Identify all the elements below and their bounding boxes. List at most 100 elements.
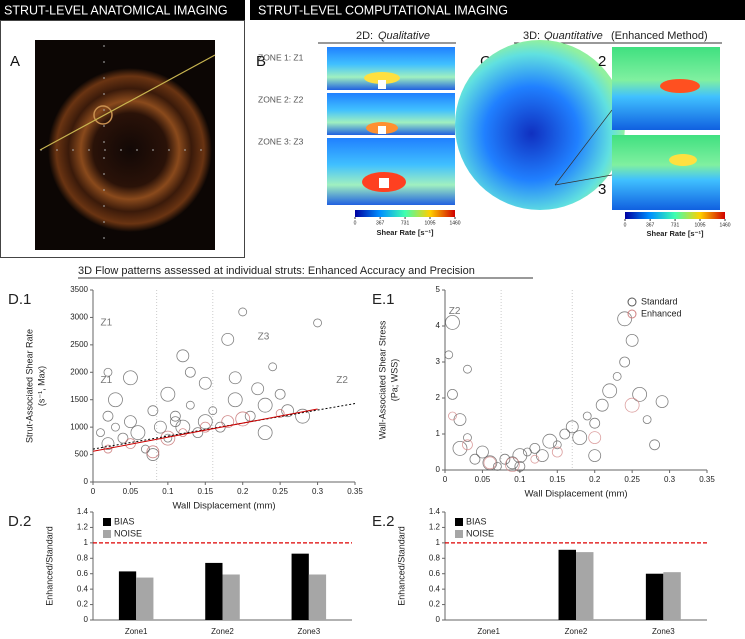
colorbar-tick-label: 731 (401, 220, 410, 226)
legend-label: Enhanced (641, 308, 682, 318)
legend-swatch (455, 518, 463, 526)
y-tick-label: 1.2 (77, 523, 89, 532)
annotation: Z2 (336, 375, 348, 386)
legend-marker (627, 297, 637, 307)
x-tick-label: 0.35 (347, 487, 363, 496)
y-tick-label: 3500 (70, 285, 88, 294)
point (535, 449, 549, 463)
x-tick-label: 0.15 (549, 475, 565, 484)
stent-model (455, 40, 625, 210)
strut (378, 126, 386, 134)
y-tick-label: 1000 (70, 422, 88, 431)
point (275, 409, 285, 418)
x-tick-label: Zone3 (297, 627, 320, 636)
bar (558, 549, 576, 620)
panel-title: 3D: (523, 30, 540, 42)
point (452, 440, 468, 456)
point (504, 457, 520, 473)
colorbar-tick-label: 1460 (449, 220, 460, 226)
annotation: Z1 (100, 318, 112, 329)
legend-swatch (103, 518, 111, 526)
point (257, 425, 273, 441)
strut (379, 178, 389, 188)
point (595, 398, 609, 412)
point (313, 318, 322, 328)
y-tick-label: 1 (436, 429, 441, 438)
point (530, 454, 540, 464)
y-tick-label: 2500 (70, 340, 88, 349)
point (588, 449, 602, 463)
x-tick-label: Zone2 (211, 627, 234, 636)
point (617, 311, 633, 327)
colorbar (355, 210, 455, 217)
strut (378, 80, 386, 89)
point (588, 431, 602, 445)
point (221, 332, 235, 346)
point (572, 430, 588, 446)
y-tick-label: 0 (436, 465, 441, 474)
x-tick-label: 0.1 (514, 475, 526, 484)
point (251, 382, 265, 396)
point (96, 428, 105, 438)
zone-label: ZONE 1: Z1 (258, 52, 304, 62)
x-axis-label: Wall Displacement (mm) (172, 501, 275, 512)
oct-cut-line (39, 54, 216, 151)
header-bar (250, 0, 745, 20)
point (130, 425, 146, 441)
point (185, 400, 195, 410)
y-tick-label: 1 (436, 538, 441, 547)
colorbar-tick-label: 1095 (694, 222, 705, 228)
point (160, 386, 176, 402)
y-tick-label: 3 (436, 357, 441, 366)
bar (308, 574, 327, 620)
point (565, 420, 579, 434)
point (169, 410, 181, 422)
flow-image (327, 47, 455, 90)
bar (118, 571, 137, 620)
y-tick-label: 0.6 (429, 569, 441, 578)
point (582, 411, 592, 421)
colorbar-label: Shear Rate [s⁻¹] (647, 229, 704, 238)
panel-label: D.2 (8, 513, 31, 530)
y-tick-label: 0.4 (77, 584, 89, 593)
point (175, 419, 191, 435)
panel-title: Qualitative (378, 30, 430, 42)
y-tick-label: 1.2 (429, 523, 441, 532)
legend-swatch (103, 530, 111, 538)
point (124, 415, 137, 429)
x-tick-label: Zone1 (125, 627, 148, 636)
point (499, 453, 511, 465)
colorbar-tick-label: 367 (646, 222, 655, 228)
oct-catheter (93, 105, 113, 125)
x-tick-label: 0.35 (699, 475, 715, 484)
point (108, 392, 123, 408)
point (462, 439, 473, 451)
colorbar-label: Shear Rate [s⁻¹] (377, 228, 434, 237)
panel-label: D.1 (8, 291, 31, 308)
x-tick-label: 0 (443, 475, 448, 484)
point (625, 333, 639, 347)
bar (645, 573, 664, 620)
zone-label: ZONE 3: Z3 (258, 136, 304, 146)
point (295, 408, 311, 424)
point (632, 386, 648, 402)
x-tick-label: 0.05 (123, 487, 139, 496)
y-tick-label: 3000 (70, 313, 88, 322)
y-axis-label: Strut-Associated Shear Rate (24, 329, 34, 443)
point (281, 404, 295, 418)
x-tick-label: 0.2 (589, 475, 601, 484)
point (140, 444, 150, 454)
point (448, 411, 457, 421)
point (612, 371, 622, 381)
point (123, 370, 138, 386)
bar (663, 572, 681, 620)
y-tick-label: 1.4 (77, 507, 89, 516)
y-tick-label: 2000 (70, 367, 88, 376)
point (198, 376, 212, 390)
x-tick-label: 0.3 (664, 475, 676, 484)
y-tick-label: 0.8 (429, 553, 441, 562)
flow-image (327, 138, 455, 205)
legend-label: BIAS (466, 516, 487, 526)
colorbar-tick-label: 367 (376, 220, 385, 226)
legend-marker (627, 309, 637, 319)
